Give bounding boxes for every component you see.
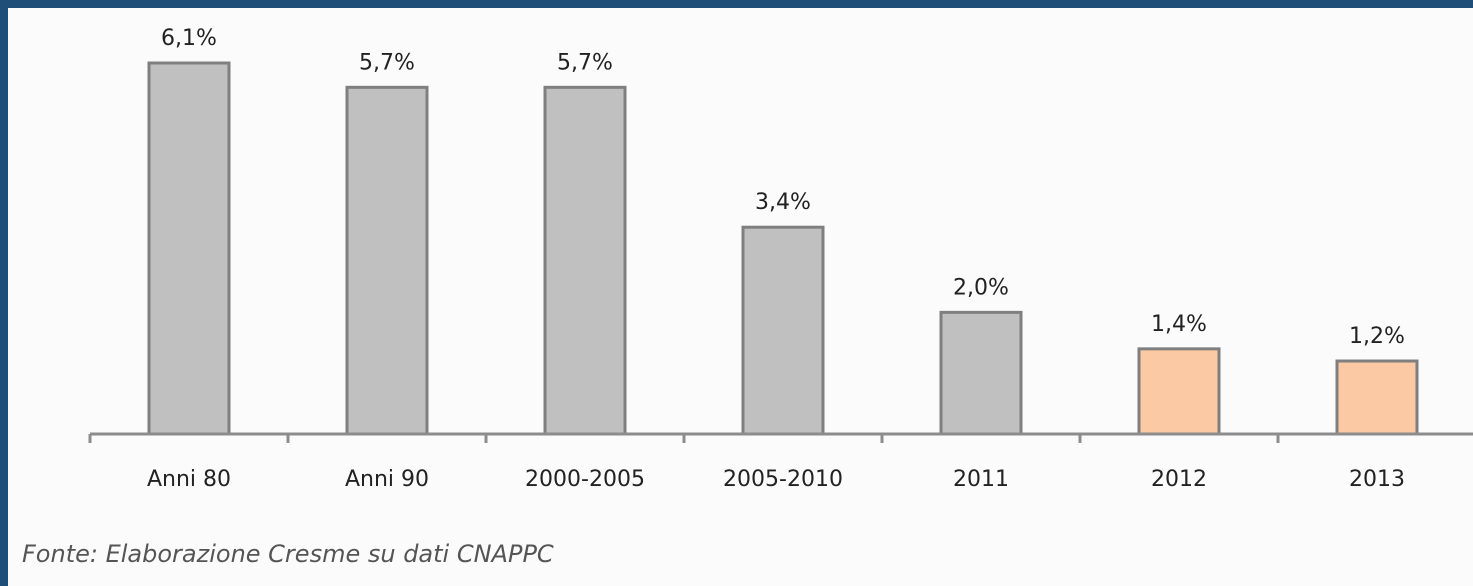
bar-anni-80 [147, 61, 231, 436]
data-label: 6,1% [161, 26, 217, 51]
x-tick-label: Anni 80 [147, 467, 231, 492]
source-note: Fonte: Elaborazione Cresme su dati CNAPP… [22, 540, 554, 568]
bars-layer [147, 61, 1419, 436]
x-tick-label: 2013 [1349, 467, 1405, 492]
bar-2013 [1335, 359, 1419, 436]
chart-frame: 6,1% Anni 80 5,7% Anni 90 5,7% 2000-2005 3,4% 2… [8, 8, 1473, 586]
bar-anni-90 [345, 85, 429, 436]
data-label: 1,4% [1151, 312, 1207, 337]
bar-2005-2010 [741, 225, 825, 436]
x-tick-label: 2012 [1151, 467, 1207, 492]
bar-chart: 6,1% Anni 80 5,7% Anni 90 5,7% 2000-2005 3,4% 2… [88, 26, 1473, 492]
x-tick-label: 2005-2010 [723, 467, 843, 492]
data-label: 5,7% [359, 50, 415, 75]
bar-2012 [1137, 347, 1221, 436]
data-label: 5,7% [557, 50, 613, 75]
x-tick-label: 2011 [953, 467, 1009, 492]
data-label: 3,4% [755, 190, 811, 215]
bar-2000-2005 [543, 85, 627, 436]
bar-2011 [939, 310, 1023, 436]
x-axis [88, 432, 1473, 443]
x-tick-label: 2000-2005 [525, 467, 645, 492]
labels-layer: 6,1% Anni 80 5,7% Anni 90 5,7% 2000-2005 3,4% 2… [147, 26, 1405, 492]
data-label: 2,0% [953, 275, 1009, 300]
x-tick-label: Anni 90 [345, 467, 429, 492]
data-label: 1,2% [1349, 324, 1405, 349]
